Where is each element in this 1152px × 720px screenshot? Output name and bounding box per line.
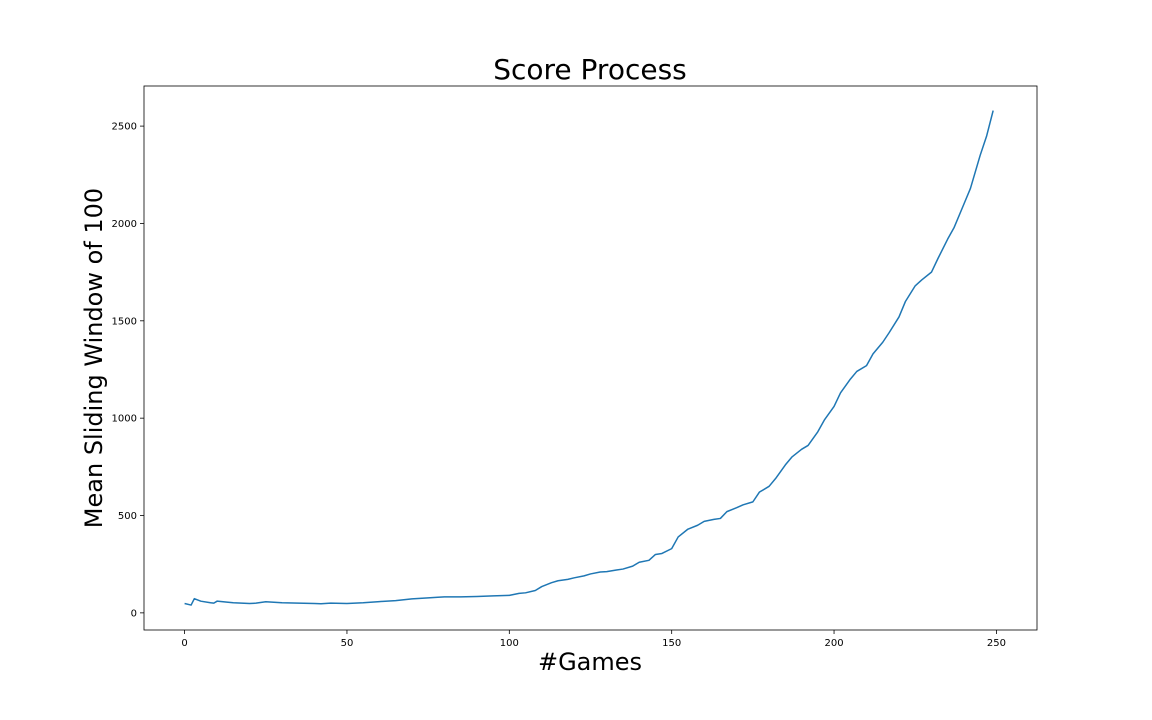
y-tick-label: 1000 bbox=[112, 414, 137, 425]
plot-area bbox=[143, 85, 1038, 631]
x-tick-label: 200 bbox=[824, 638, 843, 649]
x-tick-label: 0 bbox=[181, 638, 187, 649]
y-tick-label: 2500 bbox=[112, 122, 137, 133]
y-axis: 0 500 1000 1500 2000 2500 bbox=[112, 122, 144, 619]
x-axis: 0 50 100 150 200 250 bbox=[181, 630, 1006, 649]
x-tick-label: 100 bbox=[500, 638, 519, 649]
y-tick-label: 2000 bbox=[112, 219, 137, 230]
y-tick-label: 0 bbox=[131, 608, 137, 619]
y-tick-label: 1500 bbox=[112, 316, 137, 327]
x-tick-label: 250 bbox=[987, 638, 1006, 649]
chart-title: Score Process bbox=[493, 53, 687, 86]
y-tick-label: 500 bbox=[118, 511, 137, 522]
series-line bbox=[184, 110, 994, 606]
y-axis-label: Mean Sliding Window of 100 bbox=[80, 188, 108, 528]
x-tick-label: 50 bbox=[341, 638, 354, 649]
x-axis-label: #Games bbox=[538, 648, 642, 676]
x-tick-label: 150 bbox=[662, 638, 681, 649]
